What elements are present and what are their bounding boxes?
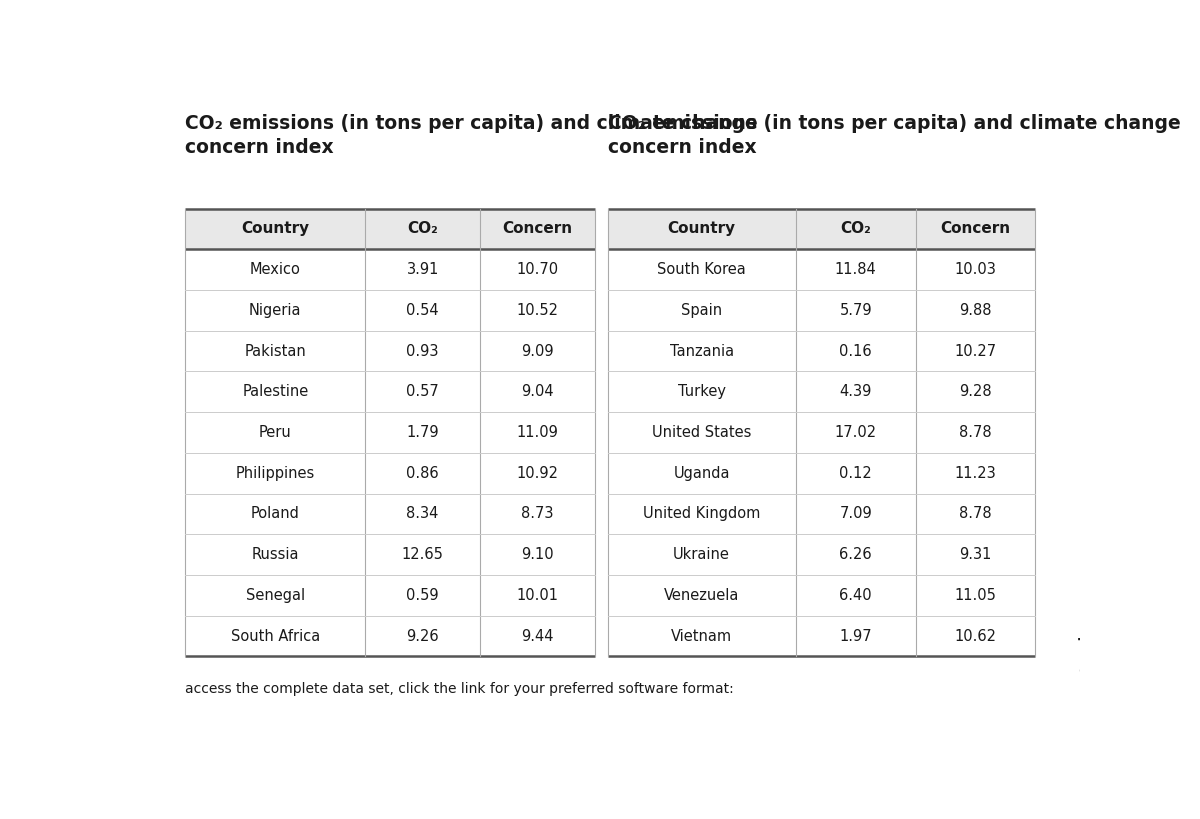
Text: Ukraine: Ukraine [673, 547, 730, 562]
Text: Turkey: Turkey [678, 384, 726, 400]
Text: Country: Country [667, 221, 736, 237]
Text: Philippines: Philippines [235, 466, 314, 481]
Text: 9.04: 9.04 [521, 384, 553, 400]
Text: 9.44: 9.44 [521, 628, 553, 644]
Text: 9.31: 9.31 [959, 547, 991, 562]
Bar [185, 209, 594, 249]
Text: 0.12: 0.12 [839, 466, 872, 481]
Text: Poland: Poland [251, 506, 300, 522]
Text: 0.86: 0.86 [407, 466, 439, 481]
Text: 0.57: 0.57 [407, 384, 439, 400]
Text: Concern: Concern [941, 221, 1010, 237]
Text: Russia: Russia [252, 547, 299, 562]
Text: 11.84: 11.84 [835, 262, 876, 277]
Text: 1.79: 1.79 [407, 425, 439, 440]
Text: 10.03: 10.03 [954, 262, 996, 277]
Text: Palestine: Palestine [242, 384, 308, 400]
Text: Uganda: Uganda [673, 466, 730, 481]
Text: 8.73: 8.73 [521, 506, 553, 522]
Bar [607, 209, 1036, 249]
Text: T: T [1078, 637, 1091, 655]
Text: 0.54: 0.54 [407, 303, 439, 318]
Text: United States: United States [652, 425, 751, 440]
Text: 7.09: 7.09 [839, 506, 872, 522]
Text: Concern: Concern [502, 221, 572, 237]
Text: 10.70: 10.70 [516, 262, 558, 277]
Text: 10.27: 10.27 [954, 344, 996, 359]
Text: 0.93: 0.93 [407, 344, 439, 359]
Text: South Africa: South Africa [230, 628, 320, 644]
Text: 9.88: 9.88 [959, 303, 991, 318]
Text: United Kingdom: United Kingdom [643, 506, 761, 522]
Text: 11.09: 11.09 [516, 425, 558, 440]
Text: 3.91: 3.91 [407, 262, 439, 277]
Text: CO₂ emissions (in tons per capita) and climate change
concern index: CO₂ emissions (in tons per capita) and c… [607, 114, 1181, 156]
Text: CO₂: CO₂ [840, 221, 871, 237]
Text: 10.92: 10.92 [516, 466, 558, 481]
Text: 11.05: 11.05 [954, 588, 996, 603]
Text: CO₂: CO₂ [407, 221, 438, 237]
Text: 17.02: 17.02 [835, 425, 877, 440]
Text: access the complete data set, click the link for your preferred software format:: access the complete data set, click the … [185, 681, 734, 695]
Text: 10.62: 10.62 [954, 628, 996, 644]
Text: Vietnam: Vietnam [671, 628, 732, 644]
Text: Venezuela: Venezuela [664, 588, 739, 603]
Text: 8.78: 8.78 [959, 506, 991, 522]
Text: Country: Country [241, 221, 310, 237]
Text: 9.28: 9.28 [959, 384, 991, 400]
Text: Senegal: Senegal [246, 588, 305, 603]
Text: Spain: Spain [682, 303, 722, 318]
Text: 8.34: 8.34 [407, 506, 439, 522]
Text: 6.26: 6.26 [839, 547, 872, 562]
Text: 0.59: 0.59 [407, 588, 439, 603]
Text: Mexico: Mexico [250, 262, 301, 277]
Bar [185, 209, 594, 656]
Text: 10.01: 10.01 [516, 588, 558, 603]
Text: 8.78: 8.78 [959, 425, 991, 440]
Text: 9.10: 9.10 [521, 547, 553, 562]
Text: o: o [1078, 663, 1087, 677]
Text: Peru: Peru [259, 425, 292, 440]
Text: 12.65: 12.65 [402, 547, 444, 562]
Text: 1.97: 1.97 [839, 628, 872, 644]
Text: Nigeria: Nigeria [250, 303, 301, 318]
Text: 9.09: 9.09 [521, 344, 553, 359]
Text: 5.79: 5.79 [839, 303, 872, 318]
Text: South Korea: South Korea [658, 262, 746, 277]
Text: 4.39: 4.39 [840, 384, 872, 400]
Text: 9.26: 9.26 [407, 628, 439, 644]
Text: 10.52: 10.52 [516, 303, 558, 318]
Text: Tanzania: Tanzania [670, 344, 733, 359]
Text: CO₂ emissions (in tons per capita) and climate change
concern index: CO₂ emissions (in tons per capita) and c… [185, 114, 758, 156]
Text: Pakistan: Pakistan [245, 344, 306, 359]
Text: 11.23: 11.23 [954, 466, 996, 481]
Bar [607, 209, 1036, 656]
Text: 6.40: 6.40 [839, 588, 872, 603]
Text: 0.16: 0.16 [839, 344, 872, 359]
